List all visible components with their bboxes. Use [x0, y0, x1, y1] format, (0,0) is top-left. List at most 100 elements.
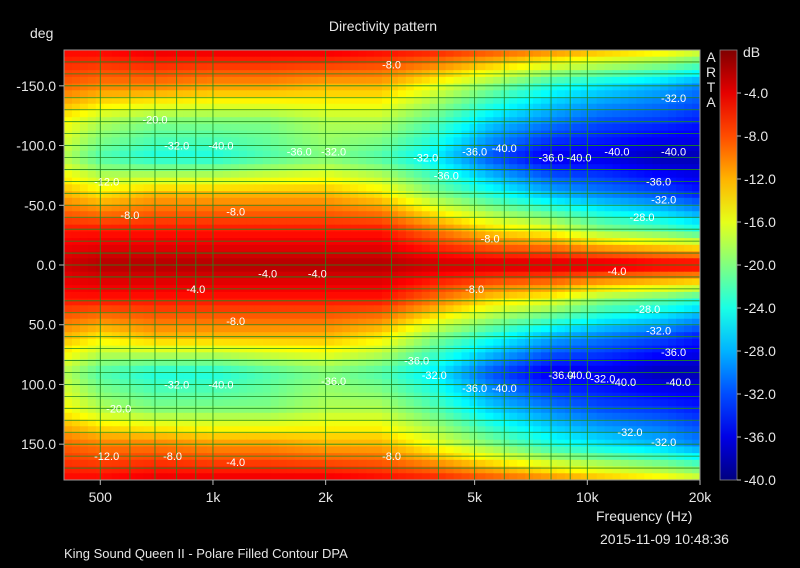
heat-cell: [103, 204, 113, 212]
heat-cell: [501, 238, 510, 246]
heat-cell: [429, 217, 439, 226]
heat-cell: [604, 76, 614, 85]
heat-cell: [175, 251, 184, 259]
heat-cell: [437, 365, 447, 374]
heat-cell: [143, 197, 153, 206]
heat-cell: [453, 211, 463, 219]
heat-cell: [270, 224, 280, 233]
heat-cell: [660, 338, 669, 347]
heat-cell: [461, 144, 471, 152]
heat-cell: [493, 103, 502, 112]
heat-cell: [564, 56, 574, 65]
heat-cell: [79, 419, 89, 427]
heat-cell: [254, 432, 264, 441]
heat-cell: [382, 325, 391, 333]
heat-cell: [413, 399, 423, 407]
heat-cell: [230, 459, 240, 468]
heat-cell: [135, 365, 145, 374]
heat-cell: [207, 231, 216, 239]
heat-cell: [477, 63, 486, 71]
heat-cell: [262, 130, 272, 138]
heat-cell: [103, 338, 113, 347]
heat-cell: [230, 110, 240, 118]
heat-cell: [485, 63, 494, 71]
heat-cell: [493, 117, 502, 125]
heat-cell: [358, 184, 367, 192]
heat-cell: [676, 332, 685, 340]
heat-cell: [445, 453, 455, 461]
heat-cell: [485, 164, 494, 172]
heat-cell: [318, 191, 327, 199]
heat-cell: [541, 426, 550, 434]
heat-cell: [334, 110, 343, 118]
heat-cell: [620, 453, 630, 461]
heat-cell: [628, 103, 637, 112]
heat-cell: [445, 110, 455, 118]
heat-cell: [429, 50, 439, 58]
heat-cell: [548, 50, 558, 58]
heat-cell: [223, 90, 232, 98]
heat-cell: [374, 238, 383, 246]
heat-cell: [485, 338, 494, 347]
heat-cell: [596, 325, 606, 333]
heat-cell: [278, 144, 288, 152]
heat-cell: [413, 224, 423, 233]
heat-cell: [167, 117, 176, 125]
heat-cell: [517, 271, 526, 280]
heat-cell: [580, 305, 590, 313]
heat-cell: [620, 305, 630, 313]
heat-cell: [79, 399, 89, 407]
heat-cell: [230, 56, 240, 65]
heat-cell: [636, 291, 645, 300]
heat-cell: [79, 379, 89, 387]
heat-cell: [636, 110, 645, 118]
heat-cell: [469, 123, 478, 132]
heat-cell: [548, 157, 558, 165]
heat-cell: [366, 278, 375, 286]
heat-cell: [199, 399, 208, 407]
heat-cell: [509, 197, 518, 206]
heat-cell: [477, 191, 486, 199]
heat-cell: [548, 399, 558, 407]
heat-cell: [580, 419, 590, 427]
heat-cell: [358, 379, 367, 387]
heat-cell: [620, 137, 630, 145]
heat-cell: [493, 278, 502, 286]
heat-cell: [87, 271, 97, 280]
heat-cell: [405, 352, 415, 360]
heat-cell: [135, 238, 145, 246]
heat-cell: [374, 170, 383, 179]
heat-cell: [501, 372, 510, 380]
heat-cell: [342, 103, 351, 112]
heat-cell: [596, 137, 606, 145]
heat-cell: [397, 90, 407, 98]
heat-cell: [517, 117, 526, 125]
heat-cell: [477, 439, 486, 448]
heat-cell: [572, 211, 582, 219]
heat-cell: [612, 197, 622, 206]
heat-cell: [151, 399, 160, 407]
heat-cell: [620, 406, 630, 414]
heat-cell: [397, 426, 407, 434]
heat-cell: [692, 224, 700, 233]
heat-cell: [485, 123, 494, 132]
heat-cell: [294, 399, 304, 407]
heat-cell: [71, 130, 81, 138]
heat-cell: [215, 399, 224, 407]
heat-cell: [684, 164, 693, 172]
heat-cell: [207, 144, 216, 152]
heat-cell: [397, 459, 407, 468]
heat-cell: [254, 399, 264, 407]
heat-cell: [127, 332, 137, 340]
heat-cell: [215, 291, 224, 300]
heat-cell: [302, 325, 312, 333]
heat-cell: [533, 157, 542, 165]
heat-cell: [246, 191, 256, 199]
heat-cell: [572, 123, 582, 132]
heat-cell: [286, 372, 296, 380]
heat-cell: [580, 385, 590, 394]
heat-cell: [374, 244, 383, 253]
heat-cell: [262, 258, 272, 266]
heat-cell: [604, 217, 614, 226]
heat-cell: [612, 439, 622, 448]
